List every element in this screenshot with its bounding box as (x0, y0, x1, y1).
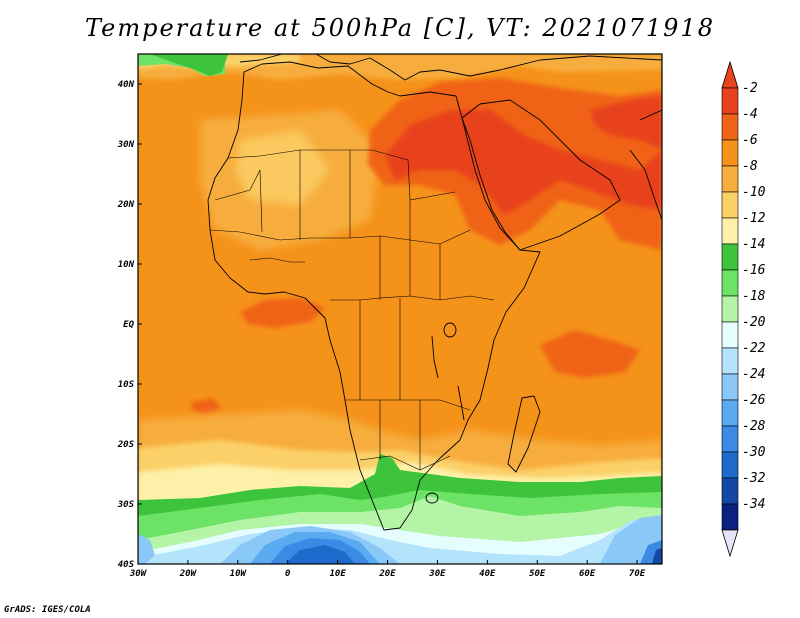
colorbar-label: -30 (742, 445, 766, 460)
x-tick-label: 30E (428, 569, 446, 579)
sahara-yellow-patches (235, 130, 330, 205)
border-north (227, 149, 456, 201)
border-west (214, 169, 305, 263)
country-borders (209, 149, 495, 471)
colorbar-segment (721, 217, 739, 245)
colorbar-label: -32 (742, 471, 766, 486)
colorbar-bottom-triangle (721, 529, 739, 558)
south-east-darkest (652, 548, 662, 564)
colorbar-segment (721, 451, 739, 479)
colorbar-label: -20 (742, 315, 766, 330)
x-tick-label: 10W (230, 569, 248, 579)
temperature-field (138, 54, 662, 564)
y-tick-label: EQ (123, 320, 134, 330)
colorbar-segment (721, 87, 739, 115)
x-tick-label: 40E (479, 569, 496, 579)
colorbar-segment (721, 113, 739, 141)
plot-frame (137, 53, 663, 565)
colorbar-label: -26 (742, 393, 766, 408)
colorbar-label: -22 (742, 341, 766, 356)
chart-title: Temperature at 500hPa [C], VT: 202107191… (85, 14, 715, 42)
colorbar-label: -4 (742, 107, 758, 122)
colorbar-label: -8 (742, 159, 758, 174)
x-tick-label: 10E (329, 569, 346, 579)
madagascar (507, 395, 541, 473)
y-tick-label: 20S (117, 440, 135, 450)
border-vertical-2 (359, 298, 421, 470)
colorbar-segment (721, 347, 739, 375)
x-tick-label: 30W (129, 569, 148, 579)
border-vertical-1 (299, 150, 441, 300)
colorbar-segment (721, 269, 739, 297)
north-atlantic-dark-green (150, 54, 228, 76)
colorbar-top-triangle (721, 60, 739, 89)
lesotho (425, 492, 439, 504)
europe-coast (239, 54, 662, 81)
y-tick-label: 10S (118, 380, 135, 390)
atlantic-hotspot (192, 398, 222, 414)
indian-ocean-hotspot (540, 330, 640, 378)
india (629, 109, 662, 221)
colorbar-label: -28 (742, 419, 766, 434)
y-tick-label: 20N (117, 200, 135, 210)
y-tick-label: 30S (117, 500, 135, 510)
lake-victoria (443, 322, 457, 338)
x-tick-label: 50E (529, 569, 546, 579)
lake-malawi (457, 385, 465, 421)
coastlines (207, 54, 662, 531)
colorbar-segment (721, 399, 739, 427)
y-axis: 40N 30N 20N 10N EQ 10S 20S 30S 40S (117, 80, 142, 570)
colorbar-segment (721, 477, 739, 505)
y-tick-label: 10N (118, 260, 135, 270)
x-tick-label: 0 (285, 569, 291, 579)
colorbar: -2 -4 -6 -8 -10 -12 -14 -16 -18 -20 -22 -24 -26 -28 -3… (721, 60, 766, 558)
hottest-core (385, 110, 662, 215)
x-tick-label: 20E (378, 569, 396, 579)
colorbar-label: -6 (742, 133, 758, 148)
y-tick-label: 40N (118, 80, 135, 90)
colorbar-label: -12 (742, 211, 766, 226)
colorbar-label: -10 (742, 185, 766, 200)
x-tick-label: 70E (629, 569, 646, 579)
border-south (345, 399, 471, 411)
colorbar-segment (721, 321, 739, 349)
y-tick-label: 30N (117, 140, 135, 150)
lake-tanganyika (431, 335, 439, 379)
x-axis: 30W 20W 10W 0 10E 20E 30E 40E 50E 60E 70E (129, 560, 646, 579)
colorbar-label: -2 (742, 81, 758, 96)
colorbar-segment (721, 165, 739, 193)
colorbar-segment (721, 503, 739, 531)
south-west-blue (138, 534, 155, 564)
arabia (461, 99, 621, 251)
colorbar-label: -16 (742, 263, 766, 278)
x-tick-label: 60E (579, 569, 596, 579)
guinea-hotspot (240, 298, 325, 328)
colorbar-label: -18 (742, 289, 766, 304)
south-darker-blue (285, 545, 355, 564)
colorbar-segment (721, 191, 739, 219)
colorbar-segment (721, 425, 739, 453)
africa-coastline (207, 61, 541, 531)
colorbar-segment (721, 295, 739, 323)
credit-text: GrADS: IGES/COLA (4, 605, 91, 615)
x-tick-label: 20W (179, 569, 198, 579)
hottest-iran (590, 96, 662, 150)
colorbar-label: -14 (742, 237, 765, 252)
border-sa (359, 455, 451, 471)
y-tick-label: 40S (118, 560, 135, 570)
colorbar-label: -34 (742, 497, 765, 512)
colorbar-segment (721, 373, 739, 401)
colorbar-label: -24 (742, 367, 765, 382)
colorbar-segment (721, 139, 739, 167)
colorbar-segment (721, 243, 739, 271)
